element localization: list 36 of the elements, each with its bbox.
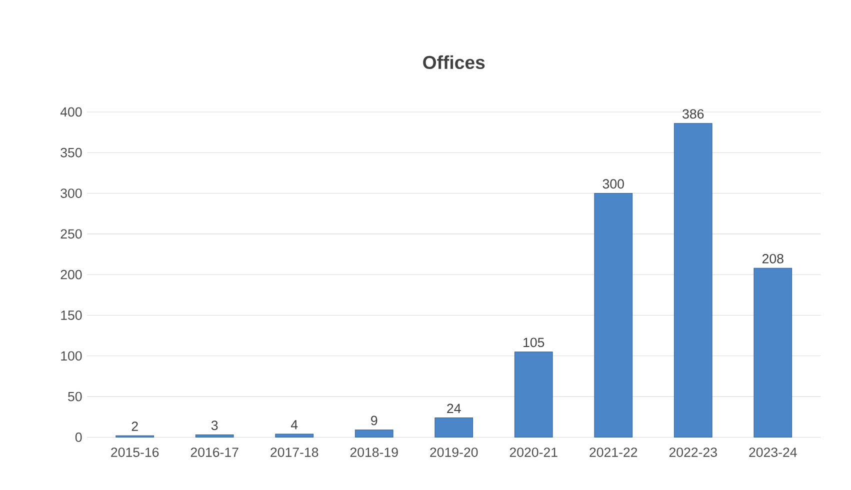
bar — [514, 351, 553, 438]
x-tick-label: 2021-22 — [590, 448, 638, 457]
x-tick-label: 2020-21 — [510, 448, 558, 457]
y-tick-label: 150 — [61, 310, 82, 320]
y-tick-label: 0 — [75, 432, 82, 442]
y-tick-label: 100 — [61, 351, 82, 361]
bar — [275, 434, 314, 438]
bar — [754, 268, 792, 438]
data-label: 208 — [762, 254, 784, 264]
bar — [594, 192, 633, 438]
y-tick-label: 50 — [68, 392, 82, 402]
x-tick-label: 2015-16 — [111, 448, 159, 457]
x-tick-label: 2017-18 — [270, 448, 318, 457]
data-label: 4 — [290, 420, 298, 430]
x-tick-label: 2016-17 — [190, 448, 238, 457]
bar — [674, 122, 712, 438]
data-label: 105 — [524, 338, 544, 348]
y-tick-label: 400 — [60, 107, 82, 117]
data-label: 300 — [602, 179, 624, 188]
data-label: 24 — [447, 404, 461, 413]
y-tick-label: 250 — [60, 229, 82, 239]
x-tick-label: 2022-23 — [669, 448, 717, 457]
data-label: 386 — [682, 109, 704, 119]
x-tick-label: 2023-24 — [749, 448, 797, 457]
data-label: 3 — [211, 420, 218, 430]
bar — [354, 430, 394, 438]
y-tick-label: 200 — [60, 270, 82, 280]
x-tick-label: 2018-19 — [350, 448, 398, 457]
data-label: 9 — [371, 416, 378, 426]
bar — [195, 434, 234, 438]
bar — [434, 417, 474, 438]
x-tick-label: 2019-20 — [430, 448, 478, 457]
y-tick-label: 350 — [60, 148, 82, 158]
data-label: 2 — [132, 422, 138, 431]
chart-title: Offices — [423, 55, 485, 69]
y-tick-label: 300 — [60, 188, 82, 198]
